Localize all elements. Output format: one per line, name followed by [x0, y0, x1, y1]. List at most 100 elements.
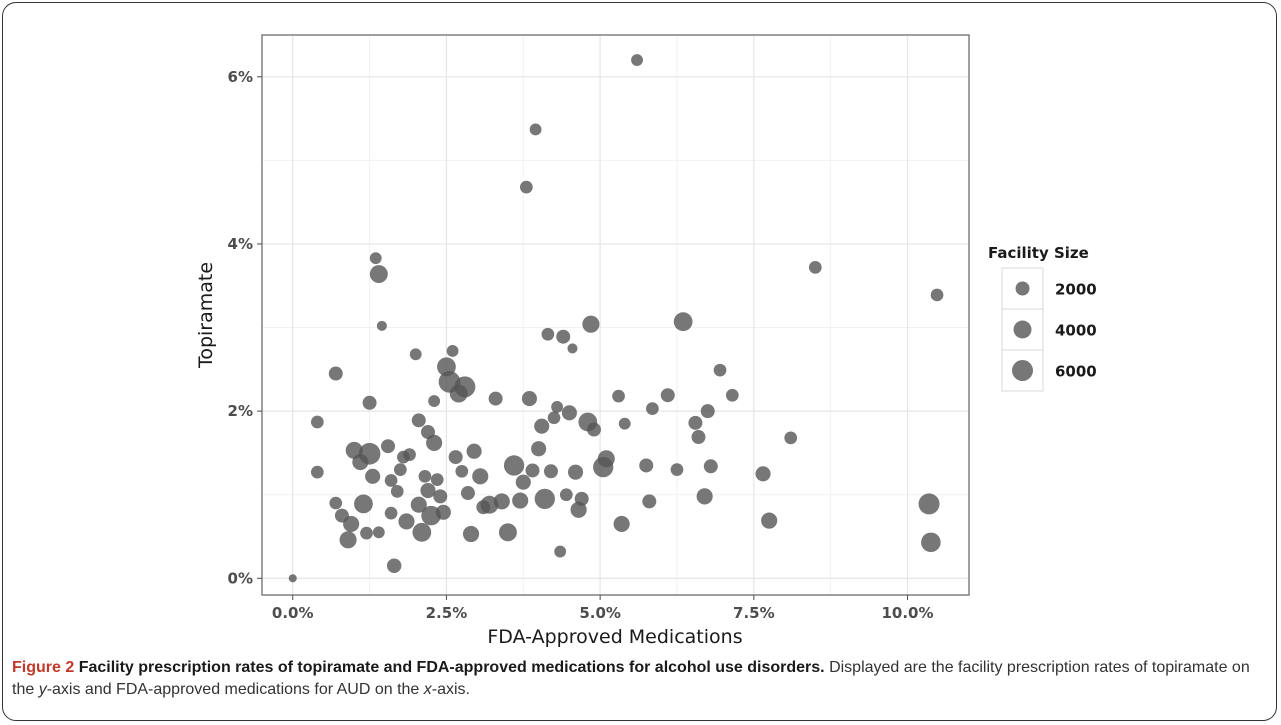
data-point: [696, 488, 713, 505]
figure-title: Facility prescription rates of topiramat…: [78, 659, 825, 676]
data-point: [410, 496, 427, 513]
data-point: [547, 411, 561, 425]
y-tick-label: 4%: [228, 235, 253, 253]
data-point: [462, 525, 480, 543]
data-point: [411, 413, 426, 428]
data-point: [559, 488, 573, 502]
data-point: [918, 493, 940, 515]
y-tick-label: 6%: [228, 68, 253, 86]
legend-key-symbol: [1015, 281, 1030, 296]
data-point: [488, 391, 503, 406]
x-tick-label: 2.5%: [426, 604, 468, 622]
data-point: [493, 493, 510, 510]
legend-title: Facility Size: [988, 244, 1089, 262]
data-point: [418, 469, 432, 483]
data-point: [612, 389, 625, 403]
data-point: [288, 574, 297, 583]
data-point: [534, 488, 555, 510]
data-point: [390, 485, 404, 498]
data-point: [354, 494, 373, 514]
figure-caption: Figure 2 Facility prescription rates of …: [12, 657, 1267, 701]
y-tick-label: 0%: [228, 569, 253, 587]
data-point: [503, 455, 525, 476]
data-point: [921, 532, 941, 553]
data-point: [582, 315, 600, 333]
data-point: [393, 463, 407, 476]
data-point: [426, 434, 443, 451]
grid: [262, 35, 969, 595]
data-point: [466, 443, 482, 459]
data-point: [567, 343, 578, 354]
data-point: [808, 261, 822, 274]
data-point: [618, 417, 631, 430]
data-point: [358, 442, 381, 465]
caption-part: y: [38, 681, 47, 698]
data-point: [386, 558, 402, 573]
data-point: [372, 526, 385, 539]
data-point: [412, 522, 432, 542]
data-point: [512, 492, 529, 509]
data-point: [597, 450, 615, 468]
data-point: [639, 458, 654, 473]
legend-label: 2000: [1055, 281, 1097, 299]
data-point: [713, 363, 727, 377]
data-point: [534, 418, 550, 434]
data-point: [398, 513, 415, 530]
data-point: [460, 486, 475, 501]
y-tick-label: 2%: [228, 402, 253, 420]
data-point: [472, 468, 489, 485]
legend-label: 6000: [1055, 363, 1097, 381]
data-point: [613, 515, 630, 533]
data-point: [310, 465, 324, 479]
data-point: [455, 464, 469, 478]
data-point: [725, 388, 739, 402]
data-point: [384, 506, 398, 520]
caption-part: x: [423, 681, 432, 698]
data-point: [930, 288, 944, 302]
data-point: [755, 466, 771, 482]
x-tick-label: 5.0%: [579, 604, 621, 622]
data-point: [520, 180, 533, 194]
y-axis-ticks: 0% 2% 4% 6%: [228, 68, 262, 587]
data-point: [498, 523, 517, 542]
data-point: [433, 489, 448, 504]
data-point: [369, 265, 388, 284]
data-point: [529, 123, 542, 136]
data-point: [567, 464, 584, 480]
x-tick-label: 10.0%: [881, 604, 933, 622]
legend-key-symbol: [1012, 360, 1033, 381]
y-axis-title: Topiramate: [195, 262, 217, 369]
legend-label: 4000: [1055, 322, 1097, 340]
data-point: [761, 512, 778, 529]
data-point: [376, 320, 387, 331]
data-point: [329, 496, 343, 510]
data-points: [288, 54, 944, 583]
data-point: [369, 252, 382, 265]
data-point: [556, 329, 571, 344]
data-point: [360, 526, 373, 540]
scatter-chart: 0% 2% 4% 6% 0.0% 2.5% 5.0% 7.5% 10.0% FDA-Appro…: [195, 34, 1097, 648]
data-point: [541, 327, 555, 341]
data-point: [561, 405, 577, 421]
data-point: [586, 422, 601, 437]
data-point: [365, 468, 381, 484]
figure-caption-body: Displayed are the facility prescription …: [12, 659, 1250, 698]
figure-label: Figure 2: [12, 659, 75, 676]
data-point: [454, 376, 476, 398]
data-point: [448, 450, 463, 465]
legend-keys: 2000 4000 6000: [1001, 267, 1097, 392]
data-point: [551, 401, 564, 413]
data-point: [409, 348, 422, 361]
data-point: [515, 474, 531, 490]
data-point: [310, 415, 324, 429]
plot-panel: [261, 34, 970, 596]
x-axis-title: FDA-Approved Medications: [487, 626, 742, 648]
data-point: [574, 491, 589, 506]
data-point: [670, 463, 684, 476]
caption-part: -axis and FDA-approved medications for A…: [46, 681, 424, 698]
data-point: [339, 531, 357, 549]
data-point: [430, 473, 444, 487]
data-point: [362, 395, 377, 410]
data-point: [700, 404, 715, 419]
